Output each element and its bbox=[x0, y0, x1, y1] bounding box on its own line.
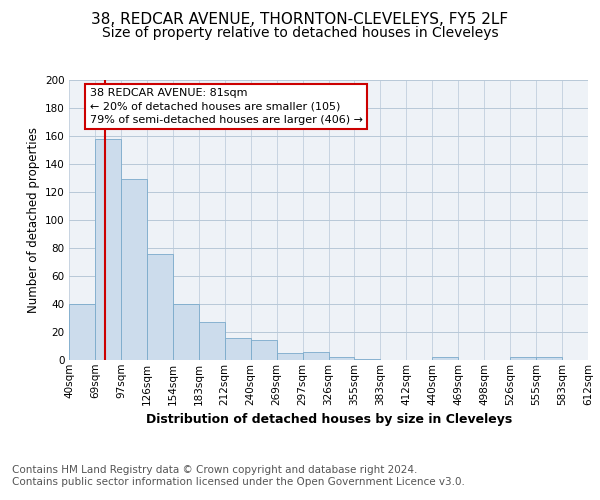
Text: 38, REDCAR AVENUE, THORNTON-CLEVELEYS, FY5 2LF: 38, REDCAR AVENUE, THORNTON-CLEVELEYS, F… bbox=[91, 12, 509, 28]
Bar bbox=[302, 352, 329, 360]
Y-axis label: Number of detached properties: Number of detached properties bbox=[26, 127, 40, 313]
Bar bbox=[225, 338, 251, 360]
Bar bbox=[277, 353, 302, 360]
Bar bbox=[329, 357, 355, 360]
Bar bbox=[121, 180, 147, 360]
Bar bbox=[433, 357, 458, 360]
Bar bbox=[251, 340, 277, 360]
Bar bbox=[95, 139, 121, 360]
Text: Contains HM Land Registry data © Crown copyright and database right 2024.
Contai: Contains HM Land Registry data © Crown c… bbox=[12, 465, 465, 486]
Text: Distribution of detached houses by size in Cleveleys: Distribution of detached houses by size … bbox=[146, 412, 512, 426]
Bar bbox=[173, 304, 199, 360]
Bar bbox=[355, 358, 380, 360]
Text: 38 REDCAR AVENUE: 81sqm
← 20% of detached houses are smaller (105)
79% of semi-d: 38 REDCAR AVENUE: 81sqm ← 20% of detache… bbox=[90, 88, 363, 125]
Text: Size of property relative to detached houses in Cleveleys: Size of property relative to detached ho… bbox=[101, 26, 499, 40]
Bar bbox=[510, 357, 536, 360]
Bar bbox=[199, 322, 224, 360]
Bar bbox=[536, 357, 562, 360]
Bar bbox=[147, 254, 173, 360]
Bar bbox=[69, 304, 95, 360]
